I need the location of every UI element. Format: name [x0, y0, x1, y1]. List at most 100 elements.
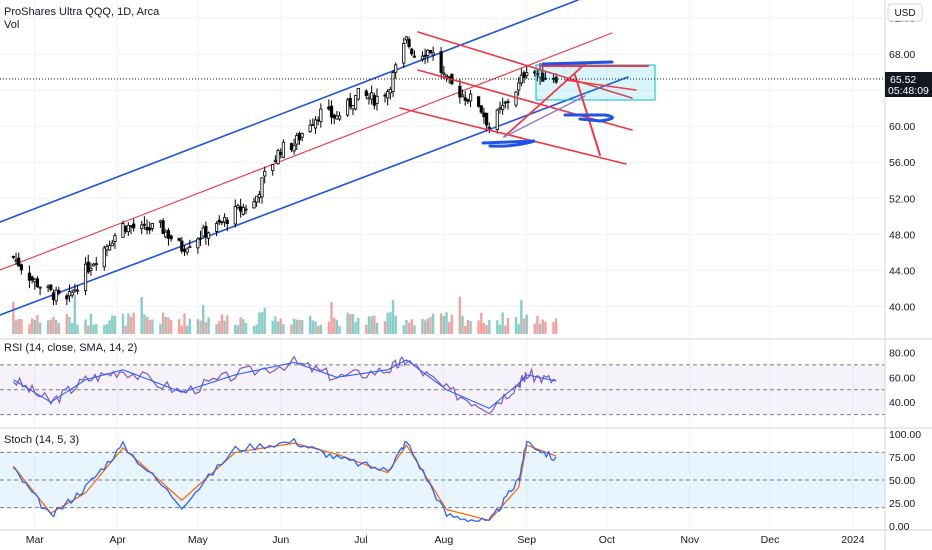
candle-body	[345, 99, 350, 116]
candle-body	[458, 85, 462, 98]
candle-body	[225, 219, 229, 224]
volume-bar	[298, 319, 301, 334]
candle-body	[19, 264, 23, 271]
price-tick-label: 40.00	[889, 301, 915, 313]
candle-body	[442, 72, 446, 75]
volume-bar	[504, 325, 507, 334]
volume-label[interactable]: Vol	[4, 19, 19, 31]
candle-body	[404, 36, 409, 41]
candle-body	[113, 235, 117, 242]
time-tick-label: Jun	[272, 534, 289, 546]
volume-bar	[164, 316, 167, 334]
volume-bar	[308, 315, 312, 334]
volume-bar	[89, 313, 93, 334]
candle-body	[148, 227, 152, 231]
volume-bar	[207, 317, 210, 334]
candle-body	[281, 141, 286, 158]
candle-body	[252, 201, 256, 209]
volume-bar	[544, 321, 547, 334]
candle-body	[329, 105, 334, 118]
price-tick-label: 52.00	[889, 193, 915, 205]
volume-bar	[263, 307, 266, 334]
stoch-axis[interactable]: 100.00 75.00 50.00 25.00 0.00	[889, 429, 921, 533]
bar-countdown: 05:48:09	[888, 85, 929, 97]
candle-body	[311, 124, 315, 126]
volume-bar	[68, 317, 71, 334]
volume-bar	[370, 316, 373, 334]
stoch-label[interactable]: Stoch (14, 5, 3)	[4, 434, 79, 446]
volume-bar	[314, 321, 317, 334]
candle-body	[289, 143, 294, 150]
time-axis[interactable]: Mar Apr May Jun Jul Aug Sep Oct Nov Dec 2024	[26, 534, 865, 546]
candle-body	[38, 286, 42, 289]
price-tick-label: 44.00	[889, 265, 915, 277]
volume-bar	[180, 325, 184, 334]
candle-body	[105, 246, 109, 251]
channel-mid-red	[0, 32, 613, 271]
volume-bar	[333, 317, 336, 334]
volume-bar	[242, 319, 245, 334]
drawing-tools-front	[399, 31, 656, 165]
last-price-tag: 65.52 05:48:09	[885, 72, 932, 97]
candle-body	[169, 235, 173, 240]
candle-body	[201, 227, 205, 237]
rsi-label[interactable]: RSI (14, close, SMA, 14, 2)	[4, 342, 137, 354]
candle-body	[67, 291, 72, 297]
volume-bar	[215, 324, 218, 334]
candle-body	[54, 289, 58, 302]
volume-bar	[349, 314, 352, 334]
price-axis[interactable]: 72.0068.0064.0060.0056.0052.0048.0044.00…	[889, 13, 915, 313]
volume-bar	[177, 319, 181, 334]
stoch-tick-label: 100.00	[889, 429, 921, 441]
candle-body	[27, 272, 32, 281]
candle-body	[375, 95, 379, 104]
volume-bar	[54, 319, 58, 334]
candle-body	[188, 246, 192, 249]
volume-bar	[30, 318, 34, 334]
volume-bar	[204, 322, 208, 334]
candle-body	[370, 92, 374, 100]
volume-bar	[17, 319, 20, 334]
time-tick-label: Sep	[517, 534, 536, 546]
volume-bar	[351, 313, 355, 334]
rsi-axis[interactable]: 80.00 60.00 40.00	[889, 347, 915, 409]
volume-bar	[413, 325, 416, 334]
candle-body	[319, 108, 323, 122]
candle-body	[447, 76, 451, 79]
volume-bar	[488, 319, 491, 334]
candle-body	[102, 247, 106, 268]
price-pane[interactable]	[0, 0, 885, 338]
candle-body	[263, 170, 267, 177]
time-tick-label: May	[188, 534, 209, 546]
volume-bar	[496, 320, 499, 334]
volume-bar	[373, 315, 376, 334]
stoch-tick-label: 50.00	[889, 475, 915, 487]
candle-body	[83, 263, 88, 291]
volume-bar	[391, 300, 395, 334]
volume-bar	[517, 324, 520, 334]
volume-bar	[466, 319, 470, 334]
symbol-title[interactable]: ProShares Ultra QQQ, 1D, Arca	[4, 6, 160, 18]
volume-bar	[159, 323, 162, 334]
candle-body	[348, 97, 352, 107]
candle-body	[506, 101, 510, 104]
candle-body	[94, 263, 98, 265]
volume-bar	[271, 320, 274, 334]
volume-bar	[506, 318, 510, 334]
candle-body	[501, 104, 505, 110]
candle-body	[410, 48, 414, 55]
candle-body	[297, 133, 302, 141]
rsi-pane[interactable]	[0, 340, 885, 427]
candle-body	[198, 237, 203, 240]
volume-bar	[447, 322, 451, 334]
time-tick-label: Dec	[761, 534, 780, 546]
candle-body	[86, 261, 90, 273]
candle-body	[220, 221, 224, 224]
volume-bar	[316, 325, 320, 334]
volume-bar	[327, 321, 331, 334]
candle-body	[541, 72, 545, 82]
volume-bars	[12, 294, 558, 334]
volume-bar	[330, 302, 333, 334]
currency-box[interactable]: USD	[887, 3, 923, 22]
